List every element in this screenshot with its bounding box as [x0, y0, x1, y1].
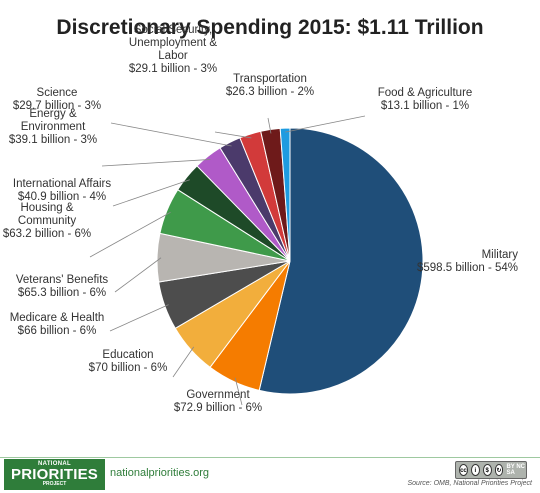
leader-line: [89, 211, 171, 258]
sa-icon: ↻: [494, 464, 504, 476]
slice-label: Housing & Community $63.2 billion - 6%: [3, 202, 91, 240]
slice-label: International Affairs $40.9 billion - 4%: [13, 178, 111, 203]
by-icon: i: [470, 464, 480, 476]
leader-line: [172, 346, 195, 378]
leader-line: [214, 131, 252, 139]
source-note: Source: OMB, National Priorities Project: [407, 480, 533, 487]
slice-label: Energy & Environment $39.1 billion - 3%: [9, 108, 97, 146]
logo-top-text: NATIONAL: [38, 461, 71, 467]
license-text: BY NC SA: [506, 464, 525, 476]
leader-line: [109, 304, 169, 332]
leader-line: [112, 179, 190, 207]
chart-title: Discretionary Spending 2015: $1.11 Trill…: [56, 16, 484, 39]
slice-label: Food & Agriculture $13.1 billion - 1%: [378, 87, 473, 112]
logo-bottom-text: PROJECT: [42, 481, 67, 487]
pie-slice-food-agriculture: [279, 127, 291, 262]
cc-icon: cc: [459, 464, 468, 476]
leader-line: [110, 122, 232, 147]
slice-label: Transportation $26.3 billion - 2%: [226, 73, 314, 98]
slice-label: Veterans' Benefits $65.3 billion - 6%: [16, 274, 109, 299]
logo-main-text: PRIORITIES: [10, 466, 98, 483]
leader-line: [114, 257, 162, 293]
npp-logo: NATIONAL PRIORITIES PROJECT: [4, 459, 105, 490]
slice-label: Government $72.9 billion - 6%: [174, 389, 262, 414]
leader-line: [101, 159, 211, 167]
leader-line: [234, 377, 243, 406]
cc-by-nc-sa-icon[interactable]: cc i $ ↻ BY NC SA: [455, 461, 527, 479]
pie-slice-military: [258, 127, 424, 395]
leader-line: [285, 115, 366, 133]
slice-label: Medicare & Health $66 billion - 6%: [10, 312, 105, 337]
leader-line: [267, 117, 272, 134]
slice-label: Science $29.7 billion - 3%: [13, 87, 101, 112]
slice-label: Education $70 billion - 6%: [89, 349, 168, 374]
slice-label: Social Security, Unemployment & Labor $29.1…: [129, 24, 218, 75]
slice-label: Military $598.5 billion - 54%: [417, 249, 518, 274]
site-link[interactable]: nationalpriorities.org: [110, 467, 210, 479]
nc-icon: $: [482, 464, 492, 476]
pie-chart: Military $598.5 billion - 54% Government $7…: [3, 24, 518, 414]
footer-divider: [0, 457, 540, 458]
